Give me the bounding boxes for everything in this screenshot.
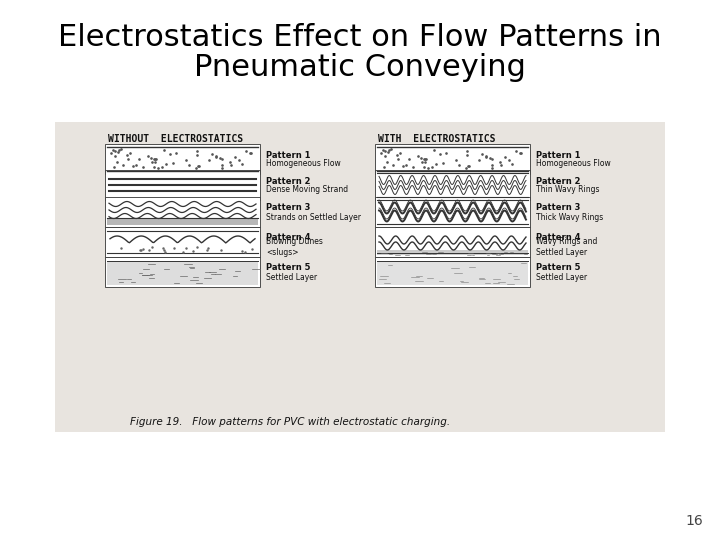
Text: Blowing Dunes
<slugs>: Blowing Dunes <slugs> — [266, 237, 323, 256]
Bar — [105, 197, 260, 227]
Bar — [375, 257, 530, 287]
Text: Wavy Rings and
Settled Layer: Wavy Rings and Settled Layer — [536, 237, 598, 256]
Bar — [105, 227, 260, 257]
Text: Settled Layer: Settled Layer — [266, 273, 317, 281]
Bar — [107, 261, 258, 285]
Text: Pattern 4: Pattern 4 — [266, 233, 310, 242]
Text: Pattern 2: Pattern 2 — [266, 177, 310, 186]
Text: Pattern 3: Pattern 3 — [536, 204, 580, 213]
Bar — [375, 197, 530, 227]
Text: Settled Layer: Settled Layer — [536, 273, 587, 281]
Text: Homogeneous Flow: Homogeneous Flow — [266, 159, 341, 168]
Bar — [375, 170, 530, 200]
Text: Dense Moving Strand: Dense Moving Strand — [266, 186, 348, 194]
Text: Homogeneous Flow: Homogeneous Flow — [536, 159, 611, 168]
Text: Pattern 1: Pattern 1 — [266, 151, 310, 159]
Bar — [105, 144, 260, 174]
Text: WITH  ELECTROSTATICS: WITH ELECTROSTATICS — [378, 134, 495, 144]
Bar — [375, 227, 530, 257]
Text: 16: 16 — [685, 514, 703, 528]
Bar — [55, 122, 665, 432]
Text: Pneumatic Conveying: Pneumatic Conveying — [194, 52, 526, 82]
Text: Pattern 2: Pattern 2 — [536, 177, 580, 186]
Bar — [377, 261, 528, 285]
Bar — [375, 144, 530, 174]
Text: Thick Wavy Rings: Thick Wavy Rings — [536, 213, 603, 221]
Bar — [107, 218, 258, 225]
Text: WITHOUT  ELECTROSTATICS: WITHOUT ELECTROSTATICS — [108, 134, 243, 144]
Text: Pattern 1: Pattern 1 — [536, 151, 580, 159]
Bar — [105, 257, 260, 287]
Text: Pattern 4: Pattern 4 — [536, 233, 580, 242]
Text: Pattern 5: Pattern 5 — [266, 264, 310, 273]
Text: Pattern 5: Pattern 5 — [536, 264, 580, 273]
Text: Thin Wavy Rings: Thin Wavy Rings — [536, 186, 600, 194]
Text: Electrostatics Effect on Flow Patterns in: Electrostatics Effect on Flow Patterns i… — [58, 23, 662, 51]
Bar — [377, 250, 528, 255]
Bar — [105, 170, 260, 200]
Text: Strands on Settled Layer: Strands on Settled Layer — [266, 213, 361, 221]
Text: Figure 19.   Flow patterns for PVC with electrostatic charging.: Figure 19. Flow patterns for PVC with el… — [130, 417, 450, 427]
Text: Pattern 3: Pattern 3 — [266, 204, 310, 213]
